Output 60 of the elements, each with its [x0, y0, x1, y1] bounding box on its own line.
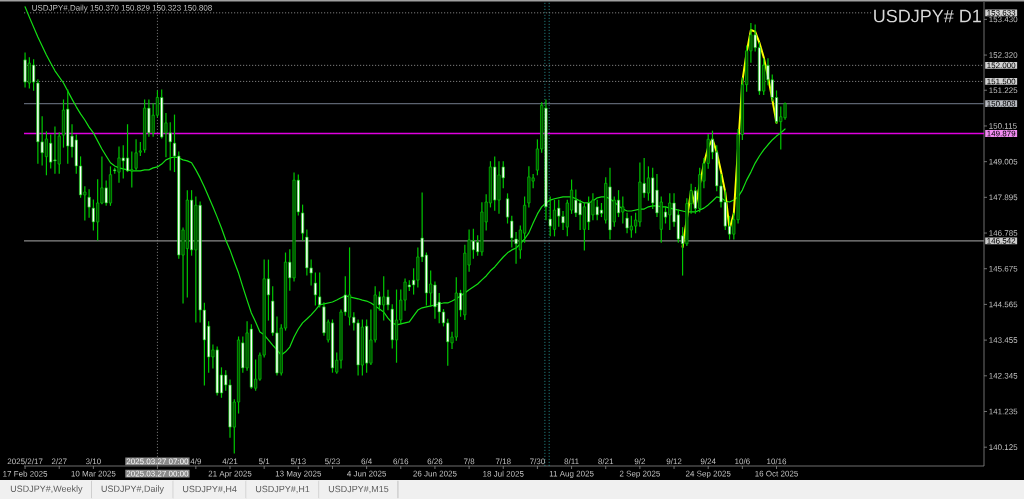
x-tick-label: 7/30 — [530, 458, 545, 465]
x-tick-label: 8/21 — [598, 458, 614, 465]
x-tick-label: 2025.03.27 07:00 — [126, 458, 189, 465]
x-tick-label: 5/23 — [325, 458, 340, 465]
y-tick-label: 145.675 — [989, 265, 1018, 272]
ref-line-label: 151.500 — [987, 78, 1016, 85]
x-tick-label: 9/12 — [666, 458, 682, 465]
text: USDJPY#,H1 — [255, 485, 310, 494]
x-tick-label: 3/10 — [85, 458, 101, 465]
text: 17 Feb 2025 — [3, 470, 48, 477]
text: 21 Apr 2025 — [208, 470, 252, 479]
text: 11 Aug 2025 — [549, 470, 594, 479]
x-tick-label: 9/2 — [634, 458, 646, 465]
y-tick-label: 142.345 — [989, 372, 1018, 379]
y-tick-label: 150.115 — [989, 123, 1017, 129]
x-tick-label: 7/18 — [495, 458, 511, 465]
x-tick-label: 10/16 — [767, 458, 787, 465]
text: 13 May 2025 — [275, 470, 322, 479]
text: 16 Oct 2025 — [755, 470, 798, 477]
y-tick-label: 140.125 — [989, 444, 1018, 451]
text: 18 Jul 2025 — [483, 470, 524, 477]
y-tick-label: 141.235 — [989, 408, 1018, 415]
text: 4 Jun 2025 — [347, 470, 387, 477]
x-tick-label: 5/1 — [258, 458, 270, 465]
y-tick-label: 146.785 — [989, 230, 1018, 236]
text: USDJPY#,Daily — [101, 485, 164, 494]
ref-line-label: 146.542 — [987, 238, 1016, 244]
ref-line-label: 153.633 — [987, 9, 1016, 16]
y-tick-label: 144.565 — [989, 301, 1018, 308]
text: 2025.03.27 00:00 — [126, 470, 189, 477]
ref-line-label: 149.879 — [987, 130, 1016, 137]
x-tick-label: 4/9 — [190, 458, 202, 465]
y-tick-label: 149.005 — [989, 158, 1018, 165]
x-tick-label: 10/6 — [735, 458, 750, 465]
text: USDJPY#,H4 — [183, 485, 237, 494]
x-tick-label: 9/24 — [700, 458, 716, 465]
y-tick-label: 153.430 — [989, 16, 1018, 23]
x-tick-label: 7/8 — [463, 458, 475, 465]
x-tick-label: 6/26 — [427, 458, 443, 465]
text: 24 Sep 2025 — [685, 470, 731, 479]
x-tick-label: 6/16 — [393, 458, 409, 465]
x-tick-label: 2/27 — [51, 458, 67, 465]
x-tick-label: 5/13 — [290, 458, 306, 465]
text: 26 Jun 2025 — [413, 470, 457, 477]
x-tick-label: 2025/2/17 — [7, 458, 43, 465]
text: USDJPY#,M15 — [328, 485, 389, 494]
x-tick-label: 8/11 — [564, 458, 579, 465]
chart-subtitle: USDJPY#,Daily 150.370 150.829 150.323 150.808 — [32, 4, 212, 13]
y-tick-label: 147.895 — [989, 194, 1018, 201]
y-tick-label: 143.455 — [989, 337, 1018, 343]
x-tick-label: 6/4 — [361, 458, 372, 465]
y-tick-label: 152.320 — [989, 52, 1018, 58]
text: USDJPY#,Weekly — [10, 485, 83, 494]
text: 10 Mar 2025 — [71, 470, 116, 477]
y-tick-label: 151.225 — [989, 87, 1018, 94]
text: USDJPY# D1 — [874, 9, 981, 23]
ref-line-label: 150.808 — [987, 100, 1016, 107]
x-tick-label: 4/21 — [222, 458, 238, 465]
text: 2 Sep 2025 — [619, 470, 660, 479]
ref-line-label: 152.000 — [987, 62, 1016, 69]
